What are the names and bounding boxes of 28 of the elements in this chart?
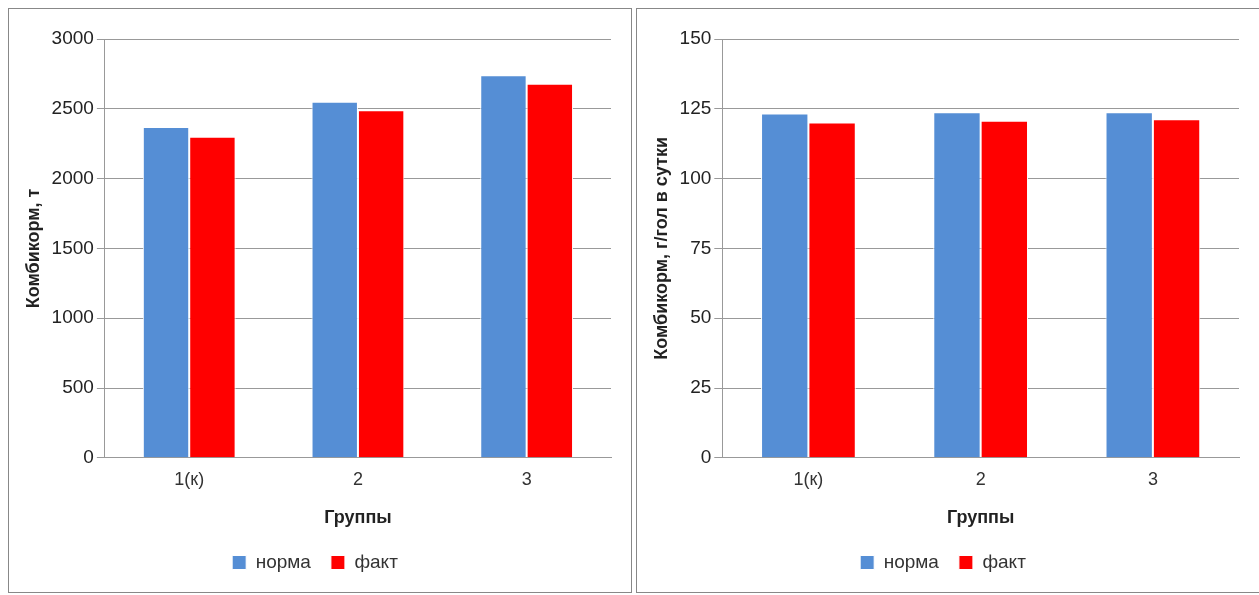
x-tick-label: 1(к) [174, 468, 205, 489]
legend-label: факт [982, 550, 1027, 572]
x-axis-title: Группы [946, 507, 1015, 528]
legend-label: норма [255, 550, 312, 572]
x-axis-title: Группы [324, 507, 392, 528]
y-tick-label: 1500 [51, 236, 94, 258]
y-tick-label: 500 [62, 376, 94, 398]
x-tick-label: 1(к) [793, 468, 824, 489]
y-tick-label: 25 [690, 376, 712, 398]
x-tick-label: 2 [975, 468, 986, 489]
y-tick-label: 2500 [51, 97, 94, 119]
x-tick-label: 3 [521, 468, 532, 489]
y-tick-label: 50 [690, 306, 712, 328]
y-tick-label: 1000 [51, 306, 94, 328]
x-tick-label: 2 [352, 468, 363, 489]
y-tick-label: 2000 [51, 166, 94, 188]
legend-label: факт [354, 550, 399, 572]
y-tick-label: 150 [679, 27, 712, 49]
legend-label: норма [883, 550, 940, 572]
y-tick-label: 100 [679, 166, 712, 188]
y-tick-label: 75 [690, 236, 712, 258]
y-tick-label: 0 [700, 446, 712, 468]
x-tick-label: 3 [1147, 468, 1158, 489]
y-axis-title: Комбикорм, т [22, 188, 43, 309]
y-tick-label: 0 [83, 446, 94, 468]
y-tick-label: 3000 [51, 27, 94, 49]
y-tick-label: 125 [679, 97, 712, 119]
y-axis-title: Комбикорм, г/гол в сутки [650, 137, 671, 360]
